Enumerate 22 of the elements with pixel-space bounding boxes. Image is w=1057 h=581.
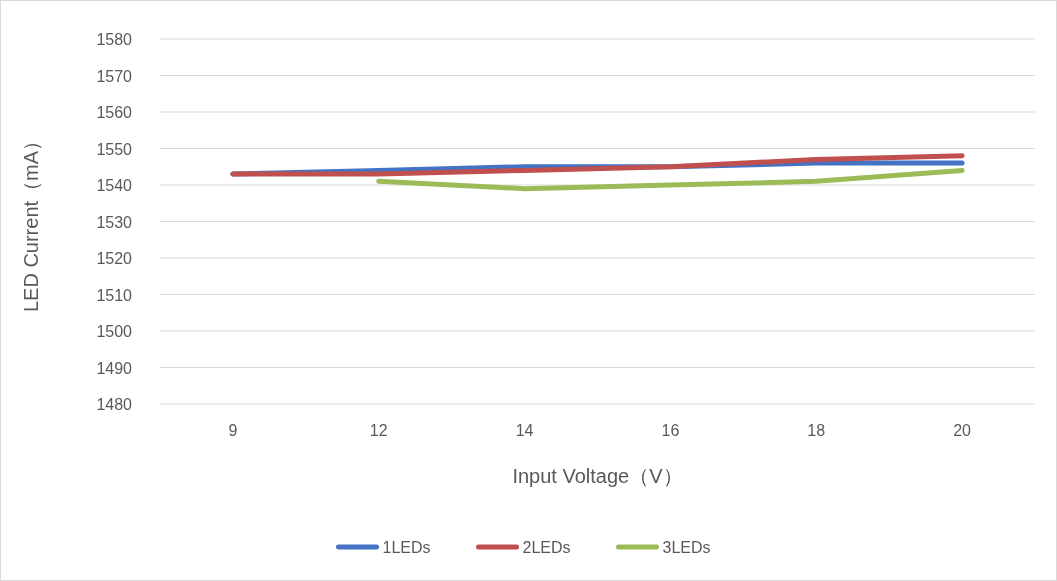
y-tick-label: 1540 bbox=[96, 177, 133, 194]
y-tick-label: 1560 bbox=[96, 104, 133, 121]
legend-label: 3LEDs bbox=[662, 539, 711, 556]
y-tick-label: 1510 bbox=[96, 286, 133, 304]
y-tick-label: 1480 bbox=[96, 396, 133, 413]
y-tick-label: 1530 bbox=[96, 213, 133, 231]
y-tick-label: 1570 bbox=[96, 67, 133, 85]
legend-label: 2LEDs bbox=[522, 539, 571, 556]
x-tick-label: 18 bbox=[807, 422, 826, 439]
x-tick-label: 14 bbox=[515, 422, 534, 439]
x-tick-label: 20 bbox=[953, 422, 972, 439]
y-axis-title: LED Current（mA） bbox=[20, 130, 42, 313]
x-tick-label: 12 bbox=[369, 422, 388, 439]
x-tick-label: 9 bbox=[228, 422, 238, 439]
y-tick-label: 1500 bbox=[96, 323, 133, 340]
y-tick-label: 1490 bbox=[96, 359, 133, 377]
legend-label: 1LEDs bbox=[382, 539, 431, 556]
x-tick-label: 16 bbox=[661, 422, 680, 439]
y-tick-label: 1520 bbox=[96, 250, 133, 267]
y-tick-label: 1580 bbox=[96, 31, 133, 48]
y-tick-label: 1550 bbox=[96, 140, 133, 158]
x-axis-title: Input Voltage（V） bbox=[512, 465, 683, 487]
